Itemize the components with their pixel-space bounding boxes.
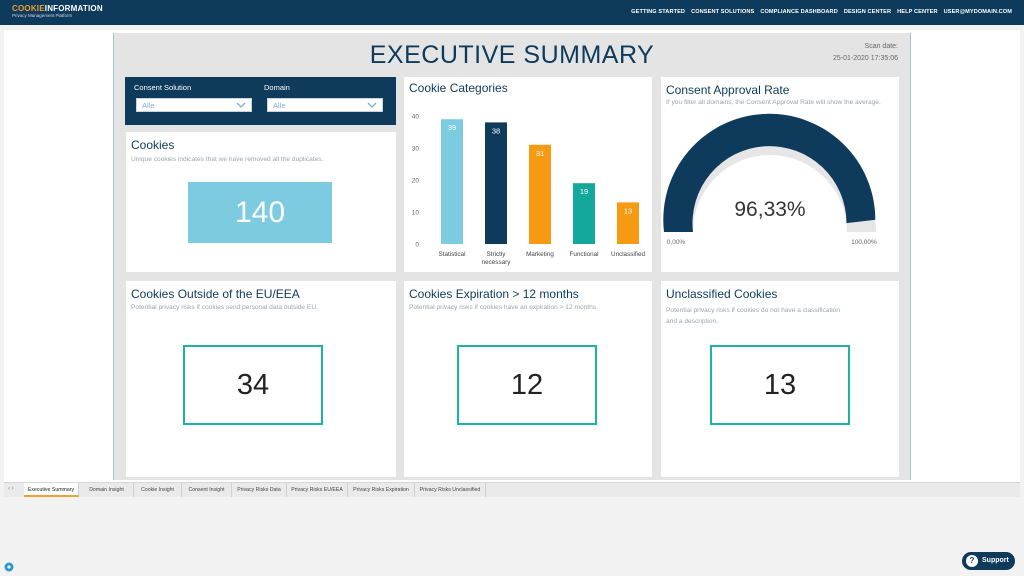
tab-privacy-risks-eu-eea[interactable]: Privacy Risks EU/EEA (287, 483, 348, 497)
logo-tagline: Privacy Management Platform (12, 13, 73, 18)
consent-approval-card: Consent Approval Rate If you filter all … (661, 77, 899, 272)
unclassified-title: Unclassified Cookies (666, 287, 778, 301)
expiration-subtitle: Potential privacy risks if cookies have … (409, 304, 598, 311)
nav-compliance-dashboard[interactable]: COMPLIANCE DASHBOARD (760, 9, 838, 15)
y-tick-label: 0 (415, 242, 419, 249)
support-button[interactable]: ? Support (962, 552, 1015, 570)
x-tick-label: Statistical (439, 251, 466, 258)
gauge-min-label: 0,00% (667, 239, 686, 246)
bar-data-label: 13 (624, 206, 632, 215)
scan-date-value: 25-01-2020 17:35:06 (833, 55, 898, 62)
tab-privacy-risks-data[interactable]: Privacy Risks Data (232, 483, 287, 497)
consent-approval-gauge: 96,33% 0,00% 100,00% (663, 113, 877, 246)
chevron-down-icon (236, 102, 246, 108)
top-navigation-bar: COOKIEINFORMATION Privacy Management Pla… (0, 0, 1024, 25)
cookies-subtitle: Unique cookies indicates that we have re… (131, 156, 324, 163)
logo-text-cookie: COOKIE (12, 4, 45, 13)
expiration-title: Cookies Expiration > 12 months (409, 287, 579, 301)
nav-user-account[interactable]: USER@MYDOMAIN.COM (943, 9, 1012, 15)
tab-privacy-risks-unclassified[interactable]: Privacy Risks Unclassified (415, 483, 486, 497)
bar-data-label: 19 (580, 187, 588, 196)
x-tick-label: Functional (569, 251, 598, 258)
unclassified-subtitle-line1: Potential privacy risks if cookies do no… (666, 307, 841, 314)
x-tick-label: Marketing (526, 251, 554, 258)
bar-data-label: 38 (492, 126, 500, 135)
y-tick-label: 40 (412, 114, 420, 121)
bar (485, 122, 507, 244)
nav-help-center[interactable]: HELP CENTER (897, 9, 938, 15)
cookie-categories-title: Cookie Categories (409, 81, 508, 95)
consent-solution-value: Alle (142, 101, 155, 110)
nav-getting-started[interactable]: GETTING STARTED (631, 9, 686, 15)
gauge-fill (663, 113, 876, 232)
x-tick-label: Strictly (487, 251, 507, 258)
y-tick-label: 20 (412, 178, 420, 185)
bar (573, 183, 595, 244)
scan-date-label: Scan date: (864, 43, 898, 50)
consent-solution-dropdown[interactable]: Alle (136, 98, 252, 112)
expiration-count: 12 (457, 345, 597, 425)
tab-privacy-risks-expiration[interactable]: Privacy Risks Expiration (348, 483, 415, 497)
bar-data-label: 31 (536, 149, 544, 158)
nav-consent-solutions[interactable]: CONSENT SOLUTIONS (691, 9, 755, 15)
page-title: EXECUTIVE SUMMARY (369, 41, 655, 69)
outside-eu-count: 34 (183, 345, 323, 425)
tab-domain-insight[interactable]: Domain Insight (80, 483, 134, 497)
filter-panel: Consent Solution Alle Domain Alle (125, 77, 396, 125)
support-label: Support (982, 557, 1009, 564)
tab-cookie-insight[interactable]: Cookie Insight (134, 483, 182, 497)
cookies-count-tile: 140 (188, 182, 332, 243)
logo[interactable]: COOKIEINFORMATION Privacy Management Pla… (12, 5, 103, 19)
main-nav: GETTING STARTED CONSENT SOLUTIONS COMPLI… (631, 9, 1012, 15)
domain-label: Domain (264, 83, 290, 92)
gauge-value: 96,33% (734, 198, 805, 221)
consent-approval-subtitle: If you filter all domains, the Consent A… (666, 99, 881, 106)
tab-consent-insight[interactable]: Consent Insight (182, 483, 232, 497)
y-tick-label: 30 (412, 146, 420, 153)
bar (617, 202, 639, 244)
cookie-categories-card: Cookie Categories 0 10 20 30 40 39 Statistical… (404, 77, 652, 272)
scan-date: Scan date: 25-01-2020 17:35:06 (833, 41, 898, 65)
expiration-card: Cookies Expiration > 12 months Potential… (404, 281, 652, 477)
app-corner-icon[interactable] (4, 562, 14, 572)
tab-scroll-arrows[interactable]: ‹ › (8, 486, 14, 492)
y-tick-label: 10 (412, 210, 420, 217)
unclassified-card: Unclassified Cookies Potential privacy r… (661, 281, 899, 477)
bar (441, 119, 463, 244)
cookies-card: Cookies Unique cookies indicates that we… (126, 132, 396, 272)
nav-design-center[interactable]: DESIGN CENTER (843, 9, 892, 15)
outside-eu-title: Cookies Outside of the EU/EEA (131, 287, 300, 301)
outside-eu-subtitle: Potential privacy risks if cookies send … (131, 304, 318, 311)
domain-dropdown[interactable]: Alle (267, 98, 383, 112)
report-page: EXECUTIVE SUMMARY Scan date: 25-01-2020 … (113, 33, 911, 480)
x-tick-label: Unclassified (611, 251, 645, 258)
unclassified-count: 13 (710, 345, 850, 425)
bar-data-label: 39 (448, 123, 456, 132)
tab-executive-summary[interactable]: Executive Summary (24, 483, 79, 497)
domain-value: Alle (273, 101, 286, 110)
chevron-down-icon (367, 102, 377, 108)
unclassified-subtitle-line2: and a description. (666, 318, 719, 325)
help-icon: ? (966, 555, 978, 567)
outside-eu-card: Cookies Outside of the EU/EEA Potential … (126, 281, 396, 477)
consent-solution-label: Consent Solution (134, 83, 192, 92)
consent-approval-title: Consent Approval Rate (666, 83, 790, 97)
gauge-max-label: 100,00% (851, 239, 877, 246)
logo-text-information: INFORMATION (44, 4, 103, 13)
bar (529, 144, 551, 244)
cookies-title: Cookies (131, 138, 175, 152)
x-tick-label: necessary (482, 259, 512, 266)
cookie-categories-chart: 0 10 20 30 40 39 Statistical 38 Strictlynecessar… (412, 114, 646, 267)
report-page-tabs: ‹ › Executive Summary Domain Insight Coo… (4, 482, 1020, 497)
